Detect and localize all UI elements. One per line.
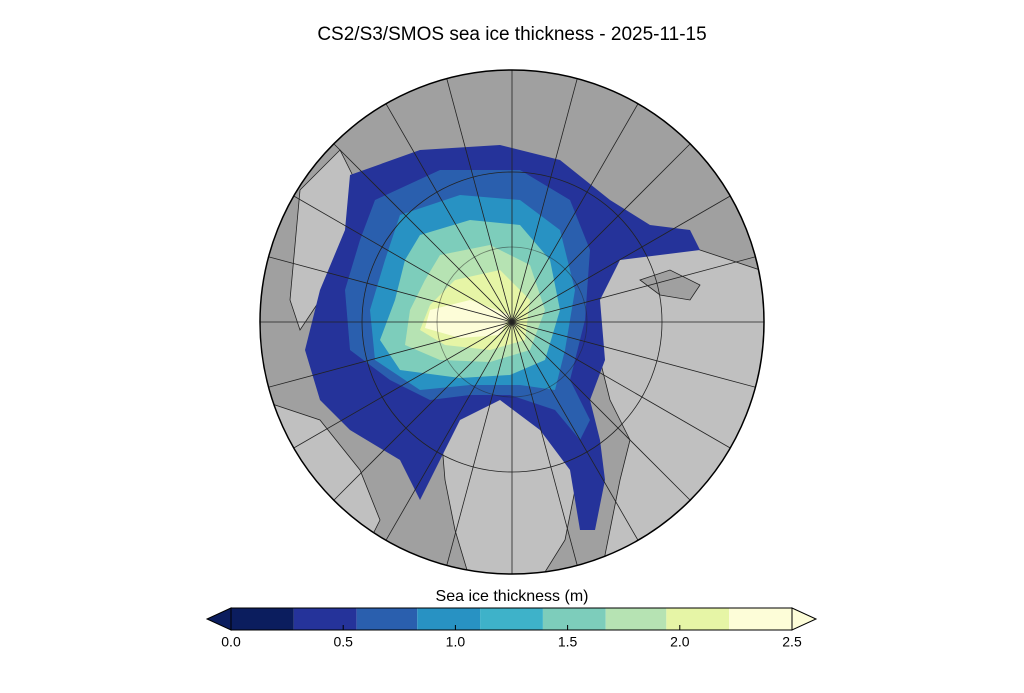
meridian [286,321,513,453]
meridian [511,321,738,453]
meridian [511,321,697,507]
colorbar-tick-label: 1.5 [558,634,578,650]
colorbar-segment [542,608,606,630]
polar-map [260,70,764,574]
colorbar-tick-label: 2.0 [670,634,690,650]
meridian [511,321,764,390]
colorbar-tick-label: 0.0 [221,634,241,650]
colorbar: 0.0 0.5 1.0 1.5 2.0 2.5 [205,607,818,650]
colorbar-over-arrow [791,607,818,631]
colorbar-segment [417,608,481,630]
graticule [260,70,764,574]
map-title: CS2/S3/SMOS sea ice thickness - 2025-11-… [317,24,706,45]
colorbar-segment [666,608,730,630]
meridian [511,321,580,574]
meridian [511,137,697,323]
meridian [260,254,513,323]
meridian [511,70,580,323]
colorbar-label: Sea ice thickness (m) [436,588,589,605]
colorbar-frame [230,607,793,631]
colorbar-tick-label: 1.0 [446,634,466,650]
map-border [259,69,765,575]
meridian [327,321,513,507]
colorbar-segment [729,608,792,630]
meridian [511,321,643,548]
meridian [381,96,513,323]
colorbar-segment [480,608,543,630]
meridian [260,321,513,390]
meridian [286,191,513,323]
colorbar-tick-label: 0.5 [333,634,353,650]
meridian [327,137,513,323]
meridian [444,321,513,574]
colorbar-segment [605,608,667,630]
meridian [511,191,738,323]
meridian [511,254,764,323]
colorbar-segment [231,608,294,630]
meridian [511,96,643,323]
colorbar-segment [356,608,418,630]
meridian [381,321,513,548]
colorbar-under-arrow [205,607,232,631]
colorbar-tick-label: 2.5 [782,634,802,650]
meridian [444,70,513,323]
colorbar-segment [293,608,357,630]
